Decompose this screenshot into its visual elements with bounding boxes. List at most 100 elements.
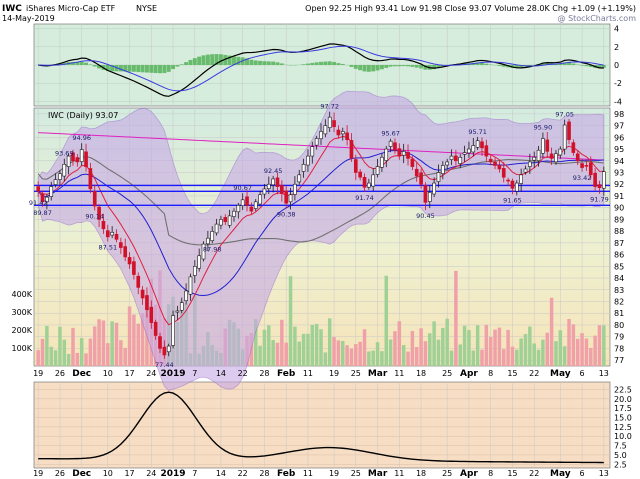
price-x-tick: 15 bbox=[507, 369, 517, 378]
price-x-tick: 28 bbox=[259, 369, 269, 378]
macd-histogram-bar bbox=[118, 65, 123, 72]
volume-bar bbox=[288, 276, 293, 366]
macd-histogram-bar bbox=[301, 64, 306, 65]
candle-body bbox=[119, 242, 123, 248]
volume-bar bbox=[545, 332, 549, 366]
atr-x-tick: 2019 bbox=[161, 469, 186, 479]
volume-bar bbox=[93, 326, 97, 366]
price-annotation: 91.74 bbox=[355, 194, 374, 202]
bollinger-band-area bbox=[37, 90, 605, 391]
price-y-tick: 95 bbox=[614, 145, 624, 154]
candle-body bbox=[549, 153, 554, 159]
price-annotation: 93.69 bbox=[55, 150, 74, 158]
macd-histogram-bar bbox=[144, 65, 149, 73]
candle-body bbox=[584, 165, 589, 167]
volume-bar bbox=[484, 324, 489, 366]
macd-histogram-bar bbox=[84, 62, 88, 65]
macd-histogram-bar bbox=[397, 65, 402, 67]
atr-x-tick: 11 bbox=[394, 469, 404, 478]
candle-body bbox=[110, 232, 114, 236]
candle-body bbox=[336, 129, 341, 136]
macd-histogram-bar bbox=[388, 65, 393, 67]
price-annotation: 93.42 bbox=[573, 174, 592, 182]
price-y-tick: 83 bbox=[614, 286, 624, 295]
macd-histogram-bar bbox=[253, 60, 258, 65]
candle-body bbox=[206, 237, 210, 245]
macd-histogram-bar bbox=[319, 61, 323, 65]
macd-histogram-bar bbox=[97, 65, 102, 69]
candle-body bbox=[380, 156, 384, 168]
price-x-tick: 11 bbox=[303, 369, 313, 378]
macd-histogram-bar bbox=[105, 65, 110, 72]
candle-body bbox=[171, 315, 175, 346]
atr-x-tick: 14 bbox=[216, 469, 226, 478]
volume-bar bbox=[515, 349, 519, 366]
candle-body bbox=[184, 290, 188, 301]
volume-bar bbox=[71, 327, 75, 366]
volume-bar bbox=[101, 320, 106, 366]
macd-histogram-bar bbox=[336, 63, 341, 65]
price-annotation: 91.42 bbox=[29, 199, 48, 207]
volume-bar bbox=[275, 342, 280, 366]
macd-histogram-bar bbox=[249, 59, 254, 65]
volume-bar bbox=[253, 319, 258, 366]
volume-bar bbox=[354, 344, 358, 366]
macd-histogram-bar bbox=[197, 56, 202, 65]
candle-body bbox=[406, 151, 410, 159]
macd-histogram-bar bbox=[540, 62, 545, 65]
macd-histogram-bar bbox=[567, 62, 571, 65]
macd-histogram-bar bbox=[379, 65, 384, 70]
atr-x-tick: 22 bbox=[238, 469, 248, 478]
candle-body bbox=[136, 275, 141, 288]
price-annotation: 87.98 bbox=[203, 245, 222, 253]
macd-histogram-bar bbox=[305, 63, 310, 65]
macd-histogram-bar bbox=[419, 65, 424, 69]
atr-x-tick: 25 bbox=[442, 469, 452, 478]
volume-bar bbox=[362, 329, 367, 366]
macd-layer bbox=[38, 43, 606, 97]
candle-body bbox=[49, 186, 54, 197]
candle-body bbox=[384, 148, 389, 161]
macd-histogram-bar bbox=[314, 62, 319, 65]
candle-body bbox=[223, 217, 228, 223]
candle-body bbox=[436, 172, 441, 182]
candle-body bbox=[441, 165, 445, 174]
candle-body bbox=[462, 152, 467, 155]
price-x-tick: 6 bbox=[580, 369, 585, 378]
price-x-tick: 11 bbox=[394, 369, 404, 378]
candle-body bbox=[266, 183, 271, 189]
volume-bar bbox=[310, 324, 315, 366]
volume-bar bbox=[584, 338, 589, 366]
volume-bar bbox=[519, 338, 523, 366]
price-y-tick: 88 bbox=[614, 227, 624, 236]
candle-body bbox=[66, 155, 71, 167]
candle-body bbox=[92, 191, 97, 207]
price-x-tick: 2019 bbox=[161, 369, 186, 379]
volume-bar bbox=[493, 329, 497, 366]
macd-histogram-bar bbox=[279, 63, 284, 65]
candle-body bbox=[588, 162, 593, 176]
candle-body bbox=[432, 182, 436, 195]
macd-histogram-bar bbox=[401, 65, 406, 67]
candle-body bbox=[554, 153, 558, 163]
volume-bar bbox=[401, 345, 406, 366]
volume-bar bbox=[397, 321, 402, 366]
volume-bar bbox=[536, 349, 541, 366]
atr-y-tick: 17.5 bbox=[614, 404, 632, 413]
candle-body bbox=[132, 261, 136, 275]
candle-body bbox=[401, 151, 406, 156]
price-y-tick: 89 bbox=[614, 215, 624, 224]
candle-body bbox=[319, 131, 323, 140]
volume-bar bbox=[123, 347, 127, 366]
price-y-tick: 97 bbox=[614, 122, 624, 131]
candle-body bbox=[393, 142, 397, 151]
volume-bar bbox=[58, 326, 62, 366]
candle-body bbox=[523, 168, 528, 173]
macd-histogram-bar bbox=[127, 65, 132, 72]
volume-bar bbox=[458, 344, 462, 366]
macd-histogram-bar bbox=[406, 65, 410, 67]
price-x-tick: 22 bbox=[238, 369, 248, 378]
macd-line bbox=[38, 43, 604, 97]
volume-bar bbox=[497, 327, 502, 366]
volume-bar bbox=[597, 325, 602, 366]
